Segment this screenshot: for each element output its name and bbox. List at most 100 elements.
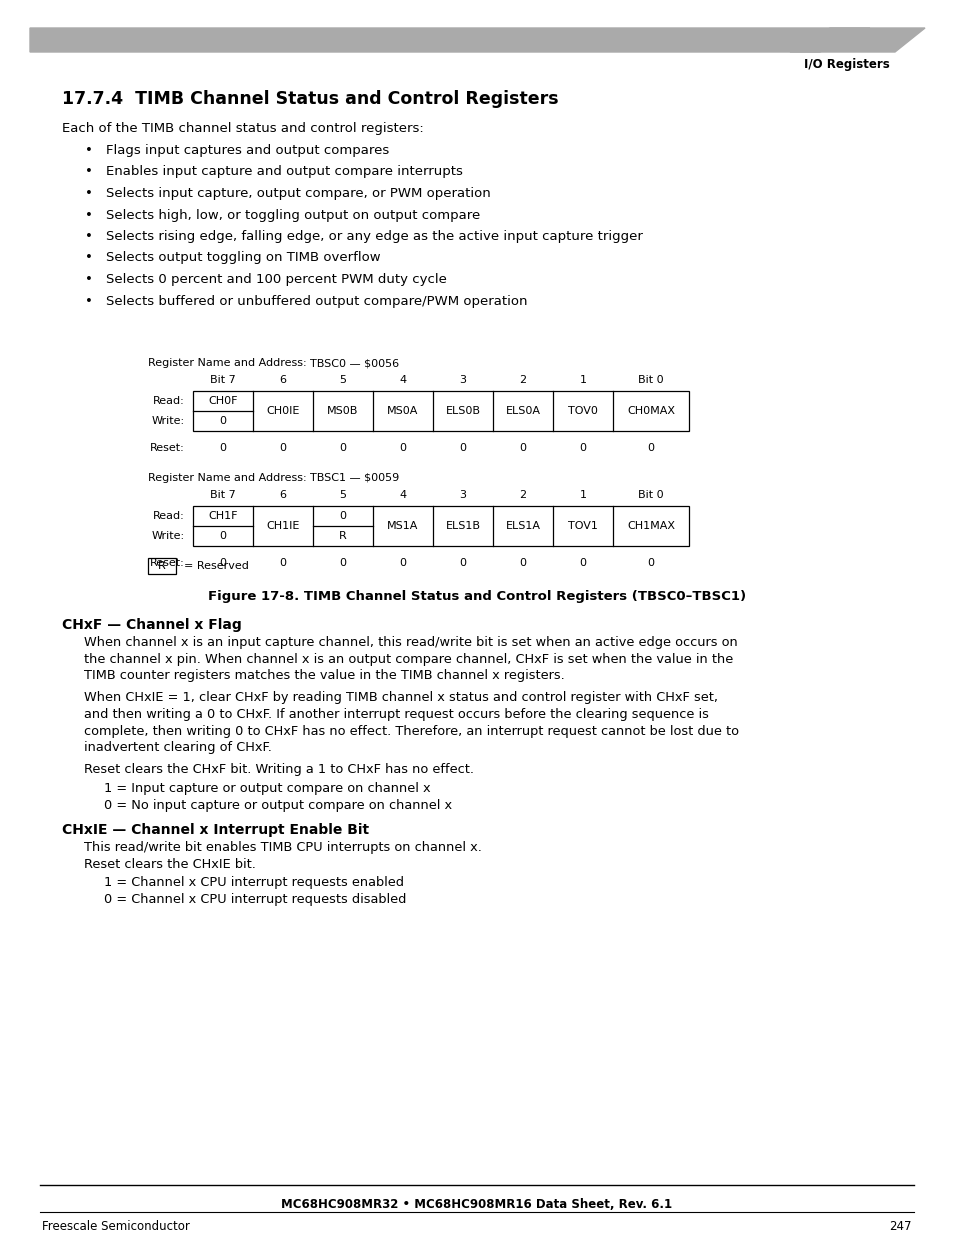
Text: 247: 247 [888,1220,911,1233]
Text: Register Name and Address:: Register Name and Address: [148,473,306,483]
Text: 6: 6 [279,375,286,385]
Text: Selects output toggling on TIMB overflow: Selects output toggling on TIMB overflow [106,252,380,264]
Text: R: R [338,531,347,541]
Text: When channel x is an input capture channel, this read/write bit is set when an a: When channel x is an input capture chann… [84,636,737,650]
Text: Bit 7: Bit 7 [210,490,235,500]
Text: MS0A: MS0A [387,406,418,416]
Text: 1: 1 [578,375,586,385]
Text: •: • [85,186,92,200]
Text: 0: 0 [459,443,466,453]
Text: 0: 0 [519,558,526,568]
Text: This read/write bit enables TIMB CPU interrupts on channel x.: This read/write bit enables TIMB CPU int… [84,841,481,853]
Text: CH1F: CH1F [208,511,237,521]
Text: complete, then writing 0 to CHxF has no effect. Therefore, an interrupt request : complete, then writing 0 to CHxF has no … [84,725,739,737]
Text: 5: 5 [339,375,346,385]
Text: Write:: Write: [152,416,185,426]
Text: Reset clears the CHxIE bit.: Reset clears the CHxIE bit. [84,857,255,871]
Text: CH0IE: CH0IE [266,406,299,416]
Text: 0: 0 [647,443,654,453]
Text: TBSC0 — $0056: TBSC0 — $0056 [310,358,398,368]
Text: Bit 0: Bit 0 [638,375,663,385]
Text: TBSC1 — $0059: TBSC1 — $0059 [310,473,399,483]
Text: Each of the TIMB channel status and control registers:: Each of the TIMB channel status and cont… [62,122,423,135]
Text: When CHxIE = 1, clear CHxF by reading TIMB channel x status and control register: When CHxIE = 1, clear CHxF by reading TI… [84,692,718,704]
Polygon shape [789,28,924,52]
Text: CH0F: CH0F [208,396,237,406]
Text: 1 = Channel x CPU interrupt requests enabled: 1 = Channel x CPU interrupt requests ena… [104,876,403,889]
Text: the channel x pin. When channel x is an output compare channel, CHxF is set when: the channel x pin. When channel x is an … [84,652,733,666]
Text: 0: 0 [459,558,466,568]
Text: 0: 0 [219,558,226,568]
Text: 0 = Channel x CPU interrupt requests disabled: 0 = Channel x CPU interrupt requests dis… [104,893,406,905]
Text: 2: 2 [518,490,526,500]
Text: 5: 5 [339,490,346,500]
Text: 0: 0 [578,558,586,568]
Text: Reset clears the CHxF bit. Writing a 1 to CHxF has no effect.: Reset clears the CHxF bit. Writing a 1 t… [84,763,474,777]
Text: 0: 0 [399,558,406,568]
Text: 0: 0 [339,443,346,453]
Text: 1: 1 [578,490,586,500]
Text: Write:: Write: [152,531,185,541]
Text: ELS0B: ELS0B [445,406,480,416]
Text: TIMB counter registers matches the value in the TIMB channel x registers.: TIMB counter registers matches the value… [84,669,564,682]
Polygon shape [30,28,869,52]
Bar [193,506,688,546]
Text: Read:: Read: [153,511,185,521]
Text: Register Name and Address:: Register Name and Address: [148,358,306,368]
Text: 0 = No input capture or output compare on channel x: 0 = No input capture or output compare o… [104,799,452,811]
Text: 3: 3 [459,490,466,500]
Text: Figure 17-8. TIMB Channel Status and Control Registers (TBSC0–TBSC1): Figure 17-8. TIMB Channel Status and Con… [208,590,745,603]
Text: MC68HC908MR32 • MC68HC908MR16 Data Sheet, Rev. 6.1: MC68HC908MR32 • MC68HC908MR16 Data Sheet… [281,1198,672,1212]
Text: Selects input capture, output compare, or PWM operation: Selects input capture, output compare, o… [106,186,490,200]
Text: 0: 0 [219,531,226,541]
Text: •: • [85,294,92,308]
Text: 0: 0 [279,558,286,568]
Text: 1 = Input capture or output compare on channel x: 1 = Input capture or output compare on c… [104,782,430,795]
Text: R: R [158,561,166,571]
Text: •: • [85,273,92,287]
Text: •: • [85,144,92,157]
Text: Enables input capture and output compare interrupts: Enables input capture and output compare… [106,165,462,179]
Text: •: • [85,165,92,179]
Text: inadvertent clearing of CHxF.: inadvertent clearing of CHxF. [84,741,272,755]
Text: 0: 0 [339,558,346,568]
Text: TOV0: TOV0 [567,406,598,416]
Text: Read:: Read: [153,396,185,406]
Text: CH1IE: CH1IE [266,521,299,531]
Bar [148,558,175,574]
Text: 0: 0 [647,558,654,568]
Text: ELS1A: ELS1A [505,521,540,531]
Text: 4: 4 [399,375,406,385]
Text: 0: 0 [219,443,226,453]
Text: MS1A: MS1A [387,521,418,531]
Text: •: • [85,252,92,264]
Text: 0: 0 [279,443,286,453]
Text: Selects high, low, or toggling output on output compare: Selects high, low, or toggling output on… [106,209,479,221]
Text: 6: 6 [279,490,286,500]
Text: CHxF — Channel x Flag: CHxF — Channel x Flag [62,618,241,632]
Text: TOV1: TOV1 [567,521,598,531]
Text: 0: 0 [578,443,586,453]
Text: •: • [85,230,92,243]
Text: Selects buffered or unbuffered output compare/PWM operation: Selects buffered or unbuffered output co… [106,294,527,308]
Text: and then writing a 0 to CHxF. If another interrupt request occurs before the cle: and then writing a 0 to CHxF. If another… [84,708,708,721]
Text: •: • [85,209,92,221]
Text: Selects 0 percent and 100 percent PWM duty cycle: Selects 0 percent and 100 percent PWM du… [106,273,446,287]
Text: ELS1B: ELS1B [445,521,480,531]
Text: Bit 7: Bit 7 [210,375,235,385]
Text: 17.7.4  TIMB Channel Status and Control Registers: 17.7.4 TIMB Channel Status and Control R… [62,90,558,107]
Text: CH1MAX: CH1MAX [626,521,675,531]
Text: 0: 0 [399,443,406,453]
Text: = Reserved: = Reserved [184,561,249,571]
Text: 0: 0 [219,416,226,426]
Text: CHxIE — Channel x Interrupt Enable Bit: CHxIE — Channel x Interrupt Enable Bit [62,823,369,837]
Text: ELS0A: ELS0A [505,406,540,416]
Text: Selects rising edge, falling edge, or any edge as the active input capture trigg: Selects rising edge, falling edge, or an… [106,230,642,243]
Text: Reset:: Reset: [150,558,185,568]
Text: MS0B: MS0B [327,406,358,416]
Text: 4: 4 [399,490,406,500]
Text: Reset:: Reset: [150,443,185,453]
Text: 2: 2 [518,375,526,385]
Text: I/O Registers: I/O Registers [803,58,889,70]
Text: CH0MAX: CH0MAX [626,406,675,416]
